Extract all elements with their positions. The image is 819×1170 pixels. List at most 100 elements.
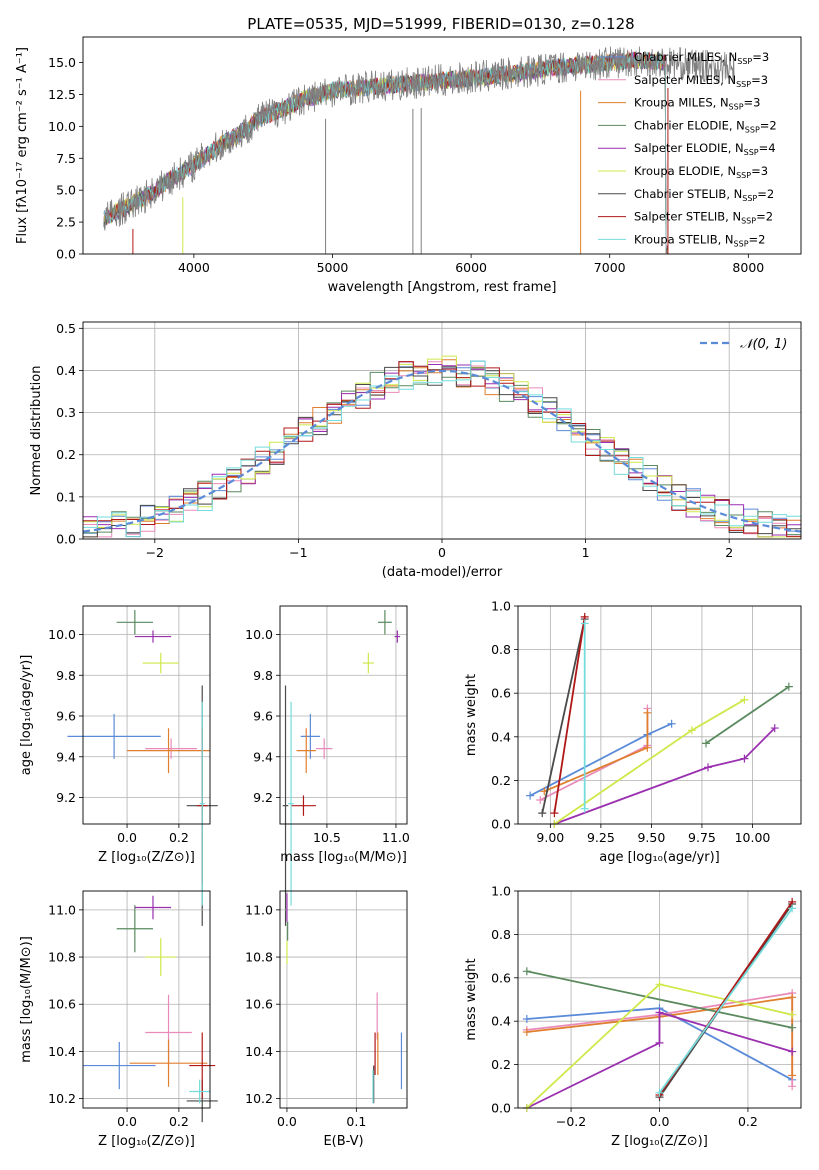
y-tick-label: 10.8 <box>48 950 76 965</box>
figure-title: PLATE=0535, MJD=51999, FIBERID=0130, z=0… <box>247 15 634 33</box>
y-tick-label: 15.0 <box>48 55 76 70</box>
mass-weight-line <box>526 1011 793 1109</box>
x-axis-label: Z [log₁₀(Z/Z⊙)] <box>98 1134 195 1149</box>
y-tick-label: 9.8 <box>56 668 76 683</box>
x-tick-label: 0.0 <box>650 1114 670 1129</box>
x-tick-label: −2 <box>146 545 164 560</box>
x-tick-label: 7000 <box>594 260 626 275</box>
error-bar-point <box>116 610 153 635</box>
mass_weight_vs_Z-panel: −0.2 0.0 0.2 0.0 0.2 0.4 0.6 0.8 1.0 Z [log₁₀(Z/Z… <box>464 884 802 1149</box>
mass-weight-line <box>553 616 586 814</box>
y-tick-label: 0.8 <box>491 642 511 657</box>
x-tick-label: 0.2 <box>169 1114 189 1129</box>
x-tick-label: 2 <box>725 545 733 560</box>
x-tick-label: −1 <box>289 545 307 560</box>
y-tick-label: 10.2 <box>48 1091 76 1106</box>
error-bar-point <box>67 713 161 759</box>
y-tick-label: 0.5 <box>56 321 76 336</box>
mass_weight_vs_age-plot-area <box>526 612 793 828</box>
x-tick-label: 4000 <box>178 260 210 275</box>
y-tick-label: 5.0 <box>56 183 76 198</box>
x-axis-label: mass [log₁₀(M/M⊙)] <box>280 850 407 865</box>
y-tick-label: 10.0 <box>245 627 273 642</box>
y-tick-label: 11.0 <box>48 902 76 917</box>
mass-weight-marker <box>655 1088 664 1097</box>
mass-weight-marker <box>580 619 589 628</box>
mass-weight-marker <box>580 804 589 813</box>
y-axis-label: age [log₁₀(age/yr)] <box>19 655 34 776</box>
mass-weight-marker <box>701 739 710 748</box>
histogram-step <box>83 360 801 538</box>
error-bar-point <box>83 1041 156 1090</box>
y-axis-label: Normed distribution <box>29 366 44 496</box>
y-tick-label: 0.0 <box>56 247 76 262</box>
mass-weight-line <box>554 727 776 825</box>
mass_vs_ebv-plot-area <box>286 893 403 1104</box>
residuals-plot-area <box>82 355 802 538</box>
x-tick-label: 9.25 <box>587 830 615 845</box>
error-bar-point <box>127 728 210 774</box>
y-tick-label: 2.5 <box>56 215 76 230</box>
error-bar-point <box>378 610 392 635</box>
y-axis-label: mass weight <box>464 958 479 1040</box>
legend-entry: Chabrier ELODIE, NSSP=2 <box>634 118 777 134</box>
legend-entry: Kroupa ELODIE, NSSP=3 <box>634 164 768 180</box>
y-axis-label: mass weight <box>464 674 479 756</box>
y-tick-label: 1.0 <box>491 599 511 614</box>
mass_vs_ebv-panel: 0.0 0.1 10.2 10.4 10.6 10.8 11.0 E(B-V) <box>245 890 408 1149</box>
x-axis-label: E(B-V) <box>323 1134 363 1149</box>
error-bar-point <box>134 895 172 920</box>
x-tick-label: 0.1 <box>346 1114 366 1129</box>
mass-weight-marker <box>655 980 664 989</box>
error-bar-point <box>282 685 289 926</box>
y-tick-label: 0.0 <box>56 532 76 547</box>
mass-weight-line <box>526 970 793 1029</box>
mass-weight-marker <box>788 1082 797 1091</box>
y-tick-label: 10.0 <box>48 119 76 134</box>
mass-weight-marker <box>788 1023 797 1032</box>
error-bar-point <box>362 652 374 674</box>
error-bar-point <box>142 652 179 674</box>
y-tick-label: 9.8 <box>253 668 273 683</box>
x-tick-label: 1 <box>582 545 590 560</box>
error-bar-point <box>189 1079 210 1104</box>
spectrum-panel: 4000 5000 6000 7000 8000 0.0 2.5 5.0 7.5 10.0 12.5… <box>15 36 802 295</box>
mass-weight-marker <box>788 904 797 913</box>
y-tick-label: 10.4 <box>48 1044 76 1059</box>
axes-frame <box>82 605 211 825</box>
y-tick-label: 9.2 <box>56 790 76 805</box>
y-tick-label: 9.4 <box>253 749 273 764</box>
y-tick-label: 10.6 <box>48 997 76 1012</box>
y-tick-label: 10.0 <box>48 627 76 642</box>
legend-entry: Salpeter STELIB, NSSP=2 <box>634 210 773 226</box>
error-bar-point <box>129 1039 208 1087</box>
mass_weight_vs_Z-plot-area <box>522 897 797 1112</box>
x-tick-label: 0.0 <box>117 1114 137 1129</box>
x-tick-label: 0.2 <box>738 1114 758 1129</box>
error-bar-point <box>116 905 153 953</box>
y-tick-label: 11.0 <box>245 902 273 917</box>
x-tick-label: 0.0 <box>277 1114 297 1129</box>
mass-weight-marker <box>526 791 535 800</box>
mass-weight-marker <box>522 1015 531 1024</box>
mass-weight-marker <box>655 1038 664 1047</box>
spectrum-legend: Chabrier MILES, NSSP=3 Salpeter MILES, NS… <box>598 50 777 248</box>
legend-entry: Kroupa MILES, NSSP=3 <box>634 96 760 112</box>
x-tick-label: 8000 <box>732 260 764 275</box>
y-tick-label: 0.2 <box>491 773 511 788</box>
y-tick-label: 9.4 <box>56 749 76 764</box>
mass-weight-marker <box>784 682 793 691</box>
y-tick-label: 7.5 <box>56 151 76 166</box>
age_vs_Z-plot-area <box>67 610 218 926</box>
mass-weight-marker <box>643 743 652 752</box>
axes-frame <box>517 890 802 1109</box>
x-axis-label: age [log₁₀(age/yr)] <box>599 850 720 865</box>
mass-weight-marker <box>740 754 749 763</box>
x-tick-label: 0.0 <box>117 830 137 845</box>
mass-weight-marker <box>770 724 779 733</box>
y-tick-label: 1.0 <box>491 884 511 899</box>
error-bar-point <box>394 630 401 643</box>
error-bar-point <box>199 701 205 906</box>
mass-weight-marker <box>667 719 676 728</box>
